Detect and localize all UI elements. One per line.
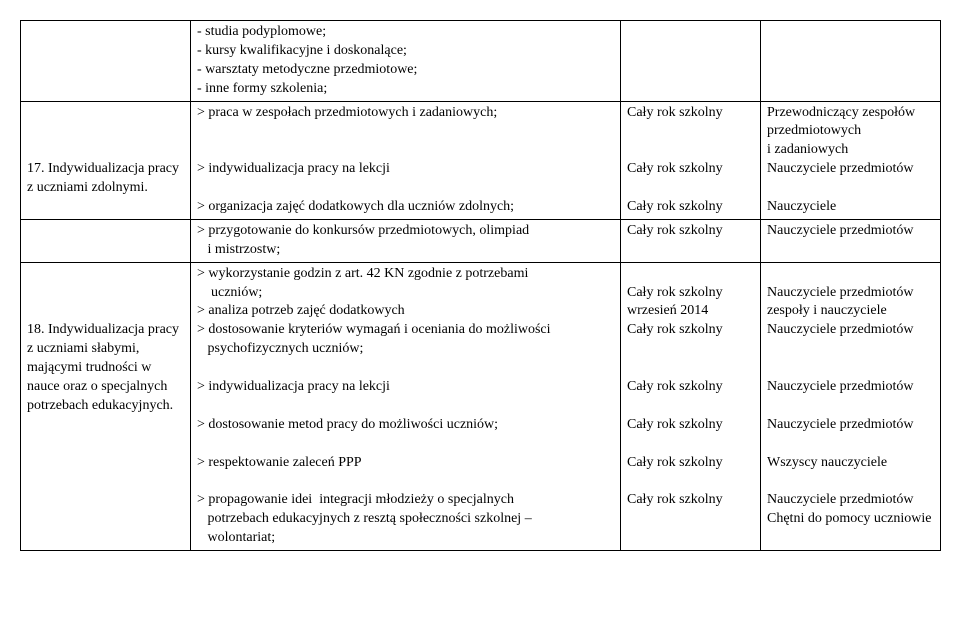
table-cell: 18. Indywidualizacja pracy z uczniami sł… (21, 262, 191, 550)
table-cell (21, 219, 191, 262)
table-row: > przygotowanie do konkursów przedmiotow… (21, 219, 941, 262)
table-cell (621, 21, 761, 102)
table-cell: Przewodniczący zespołów przedmiotowych i… (761, 101, 941, 219)
table-row: 18. Indywidualizacja pracy z uczniami sł… (21, 262, 941, 550)
table-cell: > praca w zespołach przedmiotowych i zad… (191, 101, 621, 219)
table-cell: - studia podyplomowe; - kursy kwalifikac… (191, 21, 621, 102)
table-cell (21, 21, 191, 102)
table-row: - studia podyplomowe; - kursy kwalifikac… (21, 21, 941, 102)
table-cell (761, 21, 941, 102)
table-cell: Cały rok szkolny (621, 219, 761, 262)
table-cell: > przygotowanie do konkursów przedmiotow… (191, 219, 621, 262)
document-table: - studia podyplomowe; - kursy kwalifikac… (20, 20, 941, 551)
table-cell: Cały rok szkolny wrzesień 2014 Cały rok … (621, 262, 761, 550)
table-row: 17. Indywidualizacja pracy z uczniami zd… (21, 101, 941, 219)
table-cell: Cały rok szkolny Cały rok szkolny Cały r… (621, 101, 761, 219)
table-cell: > wykorzystanie godzin z art. 42 KN zgod… (191, 262, 621, 550)
table-cell: Nauczyciele przedmiotów zespoły i nauczy… (761, 262, 941, 550)
table-cell: 17. Indywidualizacja pracy z uczniami zd… (21, 101, 191, 219)
table-cell: Nauczyciele przedmiotów (761, 219, 941, 262)
